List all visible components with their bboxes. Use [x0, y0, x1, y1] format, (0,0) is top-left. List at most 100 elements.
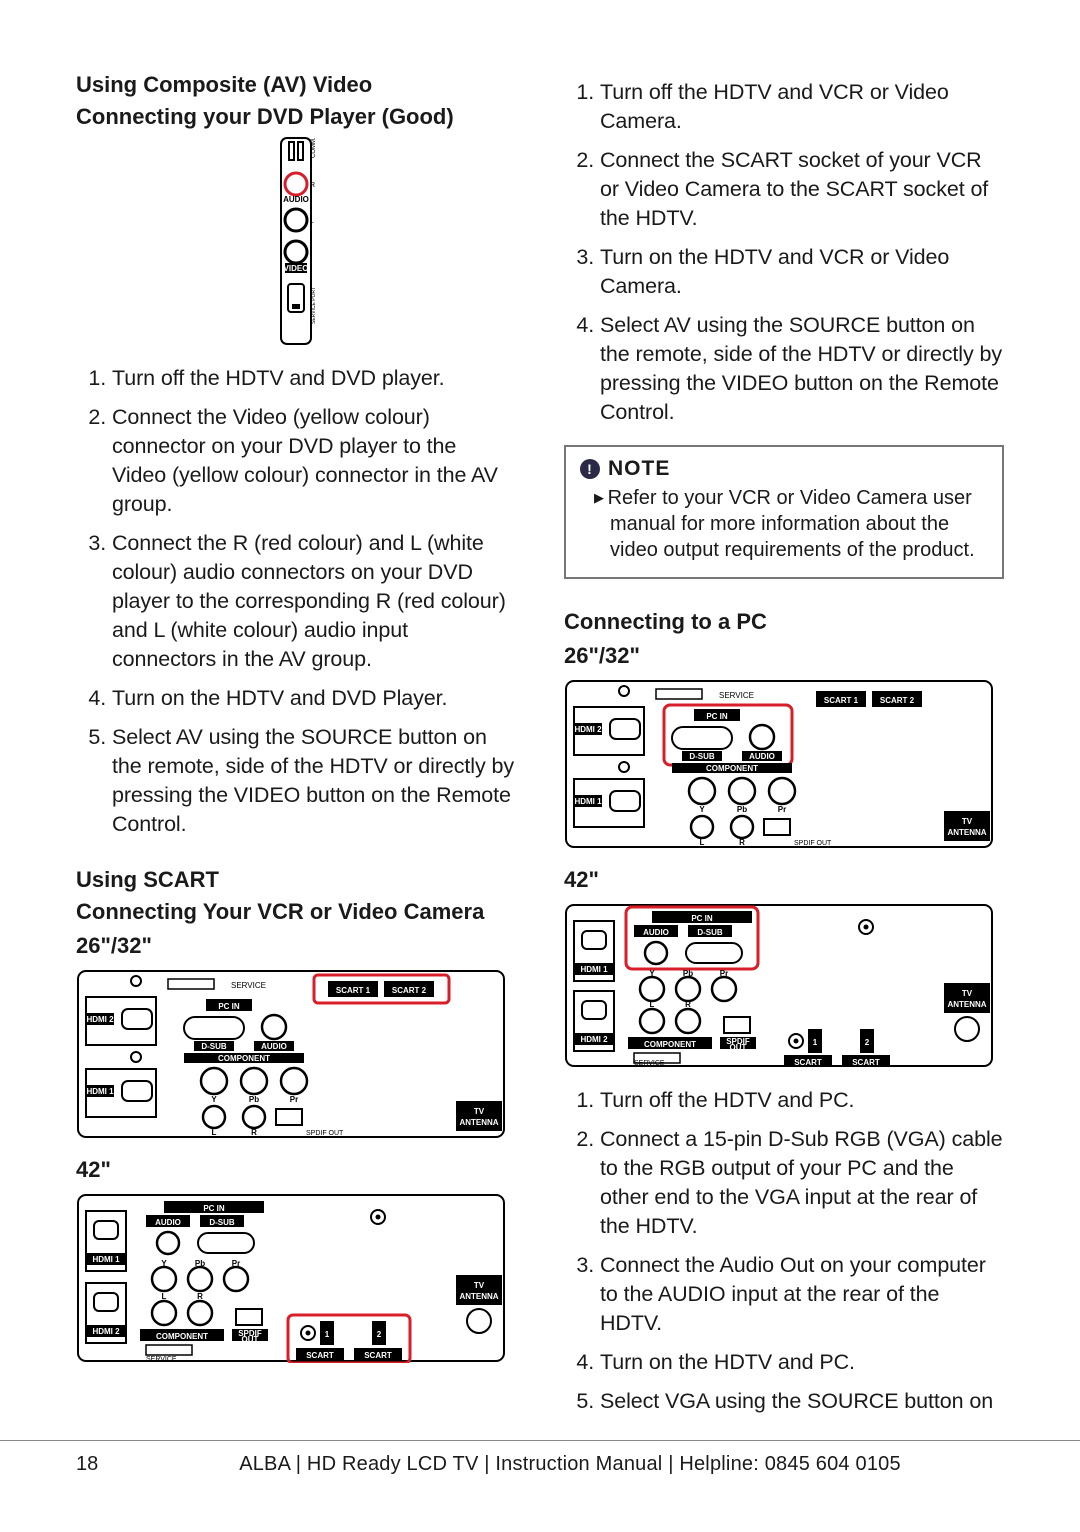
svg-text:COMPONENT: COMPONENT	[706, 764, 758, 773]
svg-text:ANTENNA: ANTENNA	[947, 1000, 986, 1009]
svg-text:COMPONENT: COMPONENT	[644, 1040, 696, 1049]
svg-text:TV: TV	[474, 1107, 485, 1116]
svg-text:OUT: OUT	[730, 1043, 747, 1052]
step: Connect the Video (yellow colour) connec…	[112, 403, 516, 519]
svg-text:R: R	[197, 1292, 203, 1301]
svg-text:HDMI 1: HDMI 1	[580, 965, 608, 974]
svg-text:L: L	[700, 838, 705, 847]
svg-text:SERVICE: SERVICE	[231, 981, 266, 990]
svg-text:OUT: OUT	[242, 1335, 259, 1344]
step: Connect the SCART socket of your VCR or …	[600, 146, 1004, 233]
heading-dvd: Connecting your DVD Player (Good)	[76, 104, 516, 130]
svg-text:ANTENNA: ANTENNA	[459, 1118, 498, 1127]
svg-text:SERVICE PORT: SERVICE PORT	[311, 287, 317, 324]
svg-text:1: 1	[325, 1330, 330, 1339]
step: Connect the R (red colour) and L (white …	[112, 529, 516, 674]
svg-text:SCART 1: SCART 1	[336, 986, 371, 995]
step: Select AV using the SOURCE button on the…	[600, 311, 1004, 427]
step: Turn off the HDTV and PC.	[600, 1086, 1004, 1115]
svg-text:D-SUB: D-SUB	[209, 1218, 235, 1227]
svg-text:Pb: Pb	[683, 969, 693, 978]
svg-text:L: L	[212, 1128, 217, 1137]
svg-text:Pr: Pr	[778, 805, 786, 814]
svg-text:PC IN: PC IN	[691, 914, 713, 923]
svg-text:SPDIF OUT: SPDIF OUT	[794, 840, 832, 847]
svg-text:SCART 2: SCART 2	[880, 696, 915, 705]
svg-text:D-SUB: D-SUB	[697, 928, 723, 937]
info-icon: !	[580, 459, 600, 479]
svg-text:HDMI 2: HDMI 2	[580, 1035, 608, 1044]
svg-text:COMM.: COMM.	[311, 137, 317, 158]
svg-text:AUDIO: AUDIO	[749, 752, 775, 761]
svg-text:AUDIO: AUDIO	[283, 195, 309, 204]
note-label: NOTE	[608, 457, 670, 481]
list-dvd-steps: Turn off the HDTV and DVD player. Connec…	[76, 364, 516, 839]
svg-text:COMPONENT: COMPONENT	[218, 1054, 270, 1063]
size-label-42-right: 42"	[564, 867, 1004, 893]
svg-text:Pb: Pb	[195, 1259, 205, 1268]
footer-text: ALBA | HD Ready LCD TV | Instruction Man…	[136, 1453, 1004, 1476]
list-pc-steps: Turn off the HDTV and PC. Connect a 15-p…	[564, 1086, 1004, 1416]
page-number: 18	[76, 1453, 136, 1476]
svg-text:ANTENNA: ANTENNA	[459, 1292, 498, 1301]
step: Select AV using the SOURCE button on the…	[112, 723, 516, 839]
step: Select VGA using the SOURCE button on	[600, 1387, 1004, 1416]
heading-composite: Using Composite (AV) Video	[76, 72, 516, 98]
svg-text:PC IN: PC IN	[218, 1002, 240, 1011]
svg-text:COMPONENT: COMPONENT	[156, 1332, 208, 1341]
svg-text:Y: Y	[211, 1095, 217, 1104]
svg-text:L: L	[162, 1292, 167, 1301]
svg-text:SCART: SCART	[794, 1058, 822, 1067]
footer: 18 ALBA | HD Ready LCD TV | Instruction …	[0, 1440, 1080, 1476]
size-label-2632-left: 26"/32"	[76, 933, 516, 959]
svg-text:AUDIO: AUDIO	[643, 928, 669, 937]
svg-text:TV: TV	[474, 1281, 485, 1290]
svg-text:HDMI 1: HDMI 1	[92, 1255, 120, 1264]
svg-text:Y: Y	[649, 969, 655, 978]
svg-text:AUDIO: AUDIO	[261, 1042, 287, 1051]
svg-text:D-SUB: D-SUB	[201, 1042, 227, 1051]
step: Turn on the HDTV and DVD Player.	[112, 684, 516, 713]
step: Turn on the HDTV and VCR or Video Camera…	[600, 243, 1004, 301]
svg-text:SERVICE: SERVICE	[146, 1356, 177, 1363]
svg-text:Pb: Pb	[737, 805, 747, 814]
svg-text:SCART 2: SCART 2	[392, 986, 427, 995]
left-column: Using Composite (AV) Video Connecting yo…	[76, 72, 516, 1410]
svg-text:PC IN: PC IN	[203, 1204, 225, 1213]
svg-text:2: 2	[865, 1038, 870, 1047]
step: Connect the Audio Out on your computer t…	[600, 1251, 1004, 1338]
heading-pc: Connecting to a PC	[564, 609, 1004, 635]
svg-text:VIDEO: VIDEO	[284, 264, 309, 273]
svg-text:SCART: SCART	[306, 1351, 334, 1360]
size-label-2632-right: 26"/32"	[564, 643, 1004, 669]
svg-text:D-SUB: D-SUB	[689, 752, 715, 761]
note-box: ! NOTE Refer to your VCR or Video Camera…	[564, 445, 1004, 579]
svg-text:TV: TV	[962, 989, 973, 998]
svg-text:HDMI 1: HDMI 1	[86, 1087, 114, 1096]
list-scart-steps: Turn off the HDTV and VCR or Video Camer…	[564, 78, 1004, 427]
diagram-pc-42: HDMI 1 HDMI 2 PC IN AUDIO D-SUB	[564, 903, 1004, 1068]
svg-text:Pb: Pb	[249, 1095, 259, 1104]
step: Turn off the HDTV and VCR or Video Camer…	[600, 78, 1004, 136]
diagram-av-vertical: COMM. R AUDIO L VIDEO SERVICE PORT	[76, 136, 516, 346]
svg-text:R: R	[685, 1000, 691, 1009]
svg-text:Y: Y	[161, 1259, 167, 1268]
svg-text:ANTENNA: ANTENNA	[947, 828, 986, 837]
svg-text:L: L	[310, 218, 314, 225]
note-body: Refer to your VCR or Video Camera user m…	[580, 485, 988, 563]
svg-text:2: 2	[377, 1330, 382, 1339]
svg-text:SCART: SCART	[364, 1351, 392, 1360]
svg-text:TV: TV	[962, 817, 973, 826]
diagram-scart-42: HDMI 1 HDMI 2 PC IN AUDIO D-SUB	[76, 1193, 516, 1363]
svg-text:SCART 1: SCART 1	[824, 696, 859, 705]
svg-text:HDMI 1: HDMI 1	[574, 797, 602, 806]
step: Connect a 15-pin D-Sub RGB (VGA) cable t…	[600, 1125, 1004, 1241]
svg-text:SCART: SCART	[852, 1058, 880, 1067]
svg-text:L: L	[650, 1000, 655, 1009]
svg-text:SPDIF OUT: SPDIF OUT	[306, 1130, 344, 1137]
svg-text:HDMI 2: HDMI 2	[86, 1015, 114, 1024]
svg-text:R: R	[739, 838, 745, 847]
svg-text:Pr: Pr	[720, 969, 728, 978]
diagram-pc-2632: HDMI 2 HDMI 1 SERVICE SCART 1 SCART 2 PC…	[564, 679, 1004, 849]
right-column: Turn off the HDTV and VCR or Video Camer…	[564, 72, 1004, 1410]
